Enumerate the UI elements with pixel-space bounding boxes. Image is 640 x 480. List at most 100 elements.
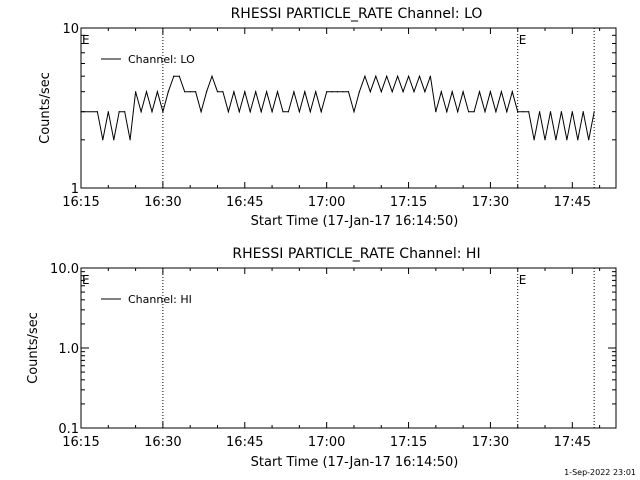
data-point	[533, 139, 535, 141]
y-tick-label: 1.0	[58, 342, 79, 357]
data-point	[588, 139, 590, 141]
footer-timestamp: 1-Sep-2022 23:01	[564, 468, 636, 477]
data-point	[435, 111, 437, 113]
data-point	[571, 111, 573, 113]
data-point	[249, 111, 251, 113]
data-point	[391, 91, 393, 93]
legend-label: Channel: LO	[128, 53, 195, 66]
data-point	[271, 111, 273, 113]
x-tick-label: 16:30	[144, 195, 181, 210]
data-point	[195, 91, 197, 93]
x-axis-label: Start Time (17-Jan-17 16:14:50)	[251, 214, 459, 229]
data-point	[309, 111, 311, 113]
data-point	[227, 111, 229, 113]
chart-panel-1: RHESSI PARTICLE_RATE Channel: HI Start Ti…	[26, 246, 617, 470]
data-point	[113, 139, 115, 141]
data-point	[489, 91, 491, 93]
data-point	[369, 91, 371, 93]
edge-marker-label: E	[82, 273, 90, 287]
data-point	[184, 91, 186, 93]
data-point	[560, 111, 563, 113]
data-point	[151, 111, 153, 113]
data-point	[216, 91, 219, 93]
data-point	[298, 111, 300, 113]
x-tick-label: 17:00	[308, 435, 345, 450]
y-axis-label: Counts/sec	[26, 312, 41, 384]
data-point	[446, 111, 448, 113]
data-point	[206, 91, 208, 93]
data-point	[424, 91, 426, 93]
data-point	[320, 111, 322, 113]
series-line	[81, 74, 595, 140]
data-point	[484, 111, 486, 113]
data-point	[539, 111, 541, 113]
data-point	[200, 111, 202, 113]
data-point	[315, 91, 317, 93]
data-point	[189, 91, 191, 93]
data-point	[102, 139, 104, 141]
data-point	[353, 111, 355, 113]
data-point	[167, 91, 169, 93]
y-tick-label: 0.1	[58, 422, 79, 437]
data-point	[118, 111, 120, 113]
plot-frame	[80, 267, 617, 429]
x-tick-label: 16:15	[62, 435, 99, 450]
data-point	[337, 91, 339, 93]
y-axis-label: Counts/sec	[38, 72, 53, 144]
data-point	[342, 91, 344, 93]
data-point	[107, 111, 109, 113]
data-point	[347, 91, 350, 93]
plot-frame	[80, 27, 617, 189]
data-point	[566, 139, 568, 141]
data-point	[506, 111, 508, 113]
data-point	[326, 91, 328, 93]
data-point	[140, 111, 142, 113]
x-tick-label: 16:15	[62, 195, 99, 210]
data-point	[276, 91, 279, 93]
data-point	[402, 91, 404, 93]
data-point	[162, 111, 164, 113]
chart-title: RHESSI PARTICLE_RATE Channel: LO	[231, 6, 483, 22]
data-point	[457, 111, 459, 113]
x-tick-label: 16:45	[226, 435, 263, 450]
x-axis-label: Start Time (17-Jan-17 16:14:50)	[251, 455, 459, 470]
data-point	[544, 139, 546, 141]
x-tick-label: 17:00	[308, 195, 345, 210]
data-point	[96, 111, 98, 113]
data-point	[517, 111, 519, 113]
data-point	[429, 75, 431, 77]
x-tick-label: 17:45	[554, 435, 591, 450]
data-point	[331, 91, 333, 93]
data-point	[238, 111, 240, 113]
data-point	[156, 91, 158, 93]
data-point	[375, 75, 377, 77]
y-tick-label: 10.0	[50, 262, 79, 277]
data-point	[462, 91, 464, 93]
data-point	[293, 91, 295, 93]
event-marker-label: E	[519, 33, 527, 47]
edge-marker-label: E	[82, 33, 90, 47]
x-tick-label: 16:45	[226, 195, 263, 210]
data-point	[397, 75, 399, 77]
data-point	[222, 91, 224, 93]
data-point	[80, 111, 82, 113]
data-point	[555, 139, 557, 141]
data-point	[408, 75, 410, 77]
data-point	[413, 91, 415, 93]
data-point	[173, 75, 175, 77]
data-point	[260, 111, 262, 113]
data-point	[440, 91, 442, 93]
chart-title: RHESSI PARTICLE_RATE Channel: HI	[232, 246, 480, 262]
data-point	[451, 91, 453, 93]
data-point	[473, 111, 475, 113]
data-point	[522, 111, 524, 113]
data-point	[468, 111, 470, 113]
x-tick-label: 17:30	[472, 195, 509, 210]
x-tick-label: 17:45	[554, 195, 591, 210]
data-point	[528, 111, 530, 113]
data-point	[358, 91, 360, 93]
data-point	[244, 91, 246, 93]
y-tick-label: 1	[71, 182, 79, 197]
data-point	[418, 75, 421, 77]
